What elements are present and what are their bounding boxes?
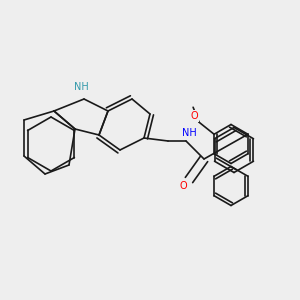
Text: NH: NH — [182, 128, 196, 139]
Text: NH: NH — [74, 82, 88, 92]
Text: O: O — [179, 181, 187, 191]
Text: O: O — [191, 111, 198, 121]
